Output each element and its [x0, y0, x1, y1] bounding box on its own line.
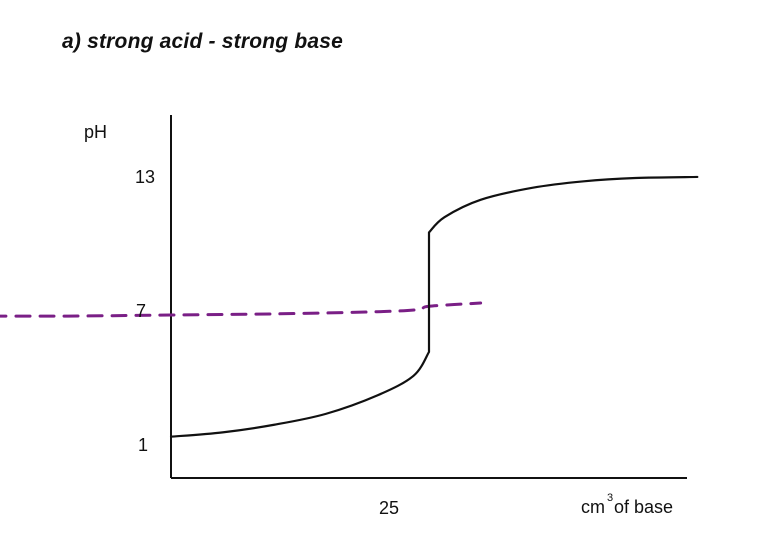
chart-title: a) strong acid - strong base [62, 30, 343, 53]
y-tick-label-1: 1 [138, 435, 148, 455]
x-axis-label-superscript: 3 [607, 492, 613, 504]
titration-curve [169, 175, 699, 438]
x-axis-label-suffix: of base [614, 497, 673, 517]
y-tick-label-7: 7 [136, 301, 146, 321]
x-tick-label-25: 25 [379, 498, 399, 518]
y-tick-label-13: 13 [135, 167, 155, 187]
y-axis-label: pH [84, 122, 107, 142]
x-axis-label-prefix: cm [581, 497, 605, 517]
ph7-annotation-line [0, 301, 483, 318]
